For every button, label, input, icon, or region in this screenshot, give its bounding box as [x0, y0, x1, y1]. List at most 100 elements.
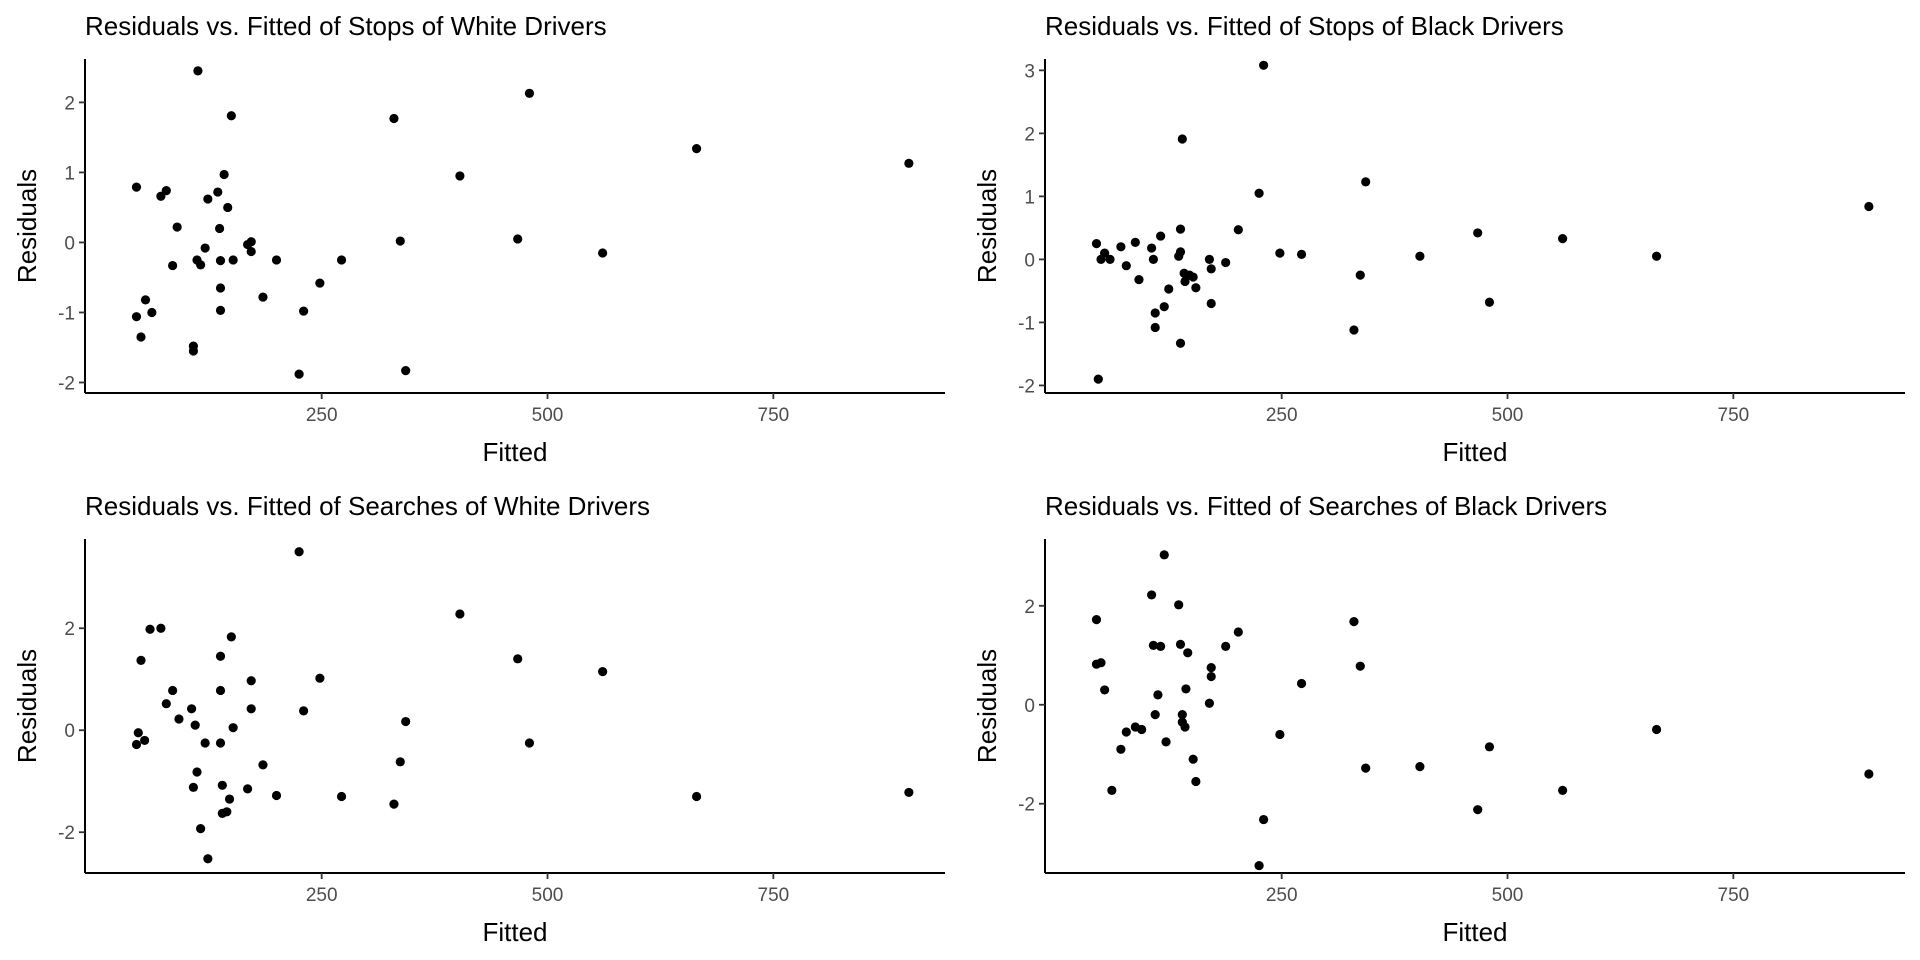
data-point	[513, 234, 523, 244]
data-point	[315, 673, 325, 683]
data-point	[1254, 188, 1264, 198]
data-point	[904, 787, 914, 798]
data-point	[1121, 727, 1131, 737]
data-point	[1148, 640, 1159, 650]
data-point	[131, 312, 142, 322]
scatter-plot: Residuals vs. Fitted of Searches of Whit…	[12, 491, 945, 947]
x-tick-label: 750	[758, 405, 790, 426]
data-point	[1233, 627, 1243, 637]
data-point	[1651, 251, 1662, 261]
data-point	[215, 223, 225, 234]
data-point	[222, 807, 232, 817]
data-point	[1349, 325, 1359, 335]
x-tick-label: 750	[1718, 885, 1750, 906]
data-point	[196, 260, 206, 270]
data-point	[131, 182, 142, 192]
y-tick-label: -2	[1018, 795, 1035, 816]
data-point	[196, 824, 206, 834]
x-tick-label: 250	[306, 405, 338, 426]
y-axis-title: Residuals	[12, 169, 42, 283]
data-point	[168, 685, 178, 696]
panel-stops-black: Residuals vs. Fitted of Stops of Black D…	[960, 0, 1920, 480]
data-point	[226, 632, 236, 642]
y-tick-label: 0	[64, 721, 75, 742]
data-point	[336, 791, 347, 802]
data-point	[395, 757, 405, 767]
data-point	[203, 854, 213, 864]
data-point	[1355, 270, 1365, 280]
data-point	[1096, 658, 1106, 668]
data-point	[691, 144, 702, 154]
y-tick-label: 2	[1024, 597, 1035, 618]
data-point	[294, 547, 304, 557]
x-tick-label: 750	[1718, 405, 1750, 426]
data-point	[513, 654, 523, 664]
data-point	[136, 655, 146, 665]
data-point	[246, 237, 256, 247]
data-point	[224, 794, 235, 804]
data-point	[156, 623, 166, 633]
scatter-plot: Residuals vs. Fitted of Searches of Blac…	[972, 491, 1905, 947]
panel-stops-white: Residuals vs. Fitted of Stops of White D…	[0, 0, 960, 480]
data-point	[1206, 298, 1216, 309]
data-point	[1259, 814, 1269, 825]
x-tick-label: 500	[1492, 885, 1524, 906]
data-point	[1204, 254, 1215, 264]
y-tick-label: 3	[1024, 61, 1035, 82]
data-point	[299, 306, 309, 316]
data-point	[1148, 254, 1159, 264]
data-point	[1206, 663, 1216, 673]
data-point	[1651, 724, 1662, 735]
data-point	[219, 169, 229, 180]
data-point	[228, 255, 238, 265]
y-tick-label: -2	[1018, 376, 1035, 397]
data-point	[1164, 284, 1174, 294]
data-point	[223, 202, 233, 213]
data-point	[246, 246, 256, 257]
data-point	[133, 728, 143, 738]
data-point	[1159, 302, 1169, 312]
data-point	[174, 714, 184, 724]
data-point	[455, 609, 465, 619]
chart-title: Residuals vs. Fitted of Searches of Whit…	[85, 491, 650, 521]
scatter-plot: Residuals vs. Fitted of Stops of Black D…	[972, 11, 1905, 467]
data-point	[246, 676, 256, 686]
data-point	[401, 716, 411, 727]
data-point	[1177, 134, 1187, 144]
x-axis-title: Fitted	[1442, 437, 1507, 467]
data-point	[294, 369, 304, 379]
x-tick-label: 250	[1266, 885, 1298, 906]
chart-title: Residuals vs. Fitted of Stops of White D…	[85, 11, 607, 41]
y-tick-label: -2	[58, 373, 75, 394]
data-point	[1177, 710, 1187, 720]
data-point	[1355, 661, 1365, 671]
data-point	[1116, 242, 1126, 252]
data-point	[1091, 239, 1102, 249]
y-tick-label: 0	[64, 233, 75, 254]
data-point	[243, 784, 253, 794]
data-point	[1473, 228, 1483, 238]
data-point	[1233, 225, 1243, 235]
x-tick-label: 750	[758, 885, 790, 906]
data-point	[1180, 722, 1190, 732]
data-point	[168, 260, 178, 271]
data-point	[1188, 754, 1198, 764]
data-point	[1181, 684, 1191, 694]
data-point	[1146, 243, 1157, 253]
data-point	[1361, 763, 1371, 773]
data-point	[246, 704, 256, 714]
data-point	[215, 651, 226, 661]
data-point	[598, 248, 608, 258]
data-point	[147, 307, 157, 318]
data-point	[1134, 274, 1144, 285]
data-point	[1156, 641, 1166, 651]
data-point	[1093, 374, 1103, 384]
data-point	[193, 66, 203, 76]
data-point	[1156, 231, 1166, 241]
data-point	[1296, 249, 1307, 259]
data-point	[215, 305, 226, 315]
x-tick-label: 250	[1266, 405, 1298, 426]
data-point	[1100, 248, 1110, 258]
y-tick-label: -1	[1018, 313, 1035, 334]
